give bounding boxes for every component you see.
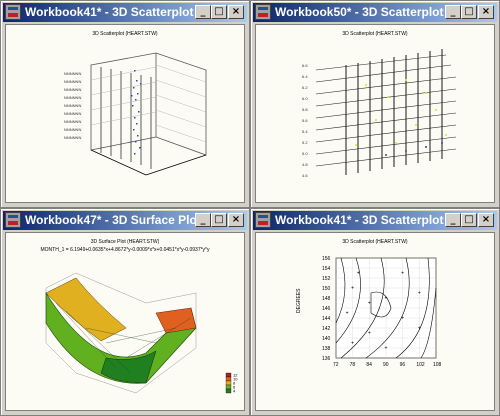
legend-label: 4 (233, 389, 236, 394)
maximize-button[interactable]: □ (461, 213, 477, 227)
svg-text:NNNNNN: NNNNNN (64, 127, 81, 132)
window-workbook41-contour[interactable]: Workbook41* - 3D Scatterplot (HEA... _ □… (250, 208, 500, 416)
window-title: Workbook41* - 3D Scatterplot (HEA... (275, 213, 445, 227)
maximize-button[interactable]: □ (461, 5, 477, 19)
chart-title: 3D Scatterplot (HEART.STW) (342, 31, 408, 37)
y-tick-label: 4.6 (302, 173, 308, 178)
app-icon[interactable] (5, 212, 21, 228)
app-icon[interactable] (255, 212, 271, 228)
window-title: Workbook41* - 3D Scatterplot (HEA... (25, 5, 195, 19)
svg-text:NNNNNN: NNNNNN (64, 135, 81, 140)
close-button[interactable]: × (478, 5, 494, 19)
y-tick-label: 154 (322, 266, 331, 272)
minimize-button[interactable]: _ (445, 213, 461, 227)
legend-label: 6 (233, 385, 236, 390)
y-tick-label: 4.8 (302, 162, 308, 167)
x-tick-label: 72 (333, 362, 339, 368)
svg-text:NNNNNN: NNNNNN (64, 79, 81, 84)
y-tick-label: 5.6 (302, 118, 308, 123)
y-tick-label: 6.0 (302, 96, 308, 101)
legend-label: 8 (233, 381, 236, 386)
contour-scatterplot: + + + + + + + + + + + + 156 154 152 150 148 146 144 142 140… (296, 256, 442, 368)
svg-text:NNNNNN: NNNNNN (64, 87, 81, 92)
x-tick-label: 102 (416, 362, 425, 368)
legend-label: 12 (233, 373, 238, 378)
y-tick-label: 150 (322, 286, 331, 292)
y-tick-label: 5.0 (302, 151, 308, 156)
data-point: + (418, 326, 421, 332)
legend-label: 10 (233, 377, 238, 382)
y-tick-label: 146 (322, 306, 331, 312)
window-title: Workbook50* - 3D Scatterplot (HEA... (275, 5, 445, 19)
close-button[interactable]: × (478, 213, 494, 227)
y-tick-label: 5.8 (302, 107, 308, 112)
title-bar[interactable]: Workbook41* - 3D Scatterplot (HEA... _ □… (253, 211, 497, 230)
close-button[interactable]: × (228, 213, 244, 227)
minimize-button[interactable]: _ (445, 5, 461, 19)
maximize-button[interactable]: □ (211, 213, 227, 227)
data-point: + (401, 316, 404, 322)
y-tick-label: 6.4 (302, 74, 308, 79)
data-point: + (368, 301, 371, 307)
y-tick-label: 5.2 (302, 140, 308, 145)
data-point: + (385, 296, 388, 302)
plot-area: 3D Surface Plot (HEART.STW) MONTH_1 = 6.… (5, 232, 245, 411)
window-workbook50-scatter[interactable]: Workbook50* - 3D Scatterplot (HEA... _ □… (250, 0, 500, 208)
window-workbook47-surface[interactable]: Workbook47* - 3D Surface Plot (HEA... _ … (0, 208, 250, 416)
svg-text:NNNNNN: NNNNNN (64, 95, 81, 100)
chart-title: 3D Surface Plot (HEART.STW) (90, 239, 160, 245)
plot-area: 3D Scatterplot (HEART.STW) (5, 24, 245, 203)
y-tick-label: 148 (322, 296, 331, 302)
scatterplot-3d: 6.6 6.4 6.2 6.0 5.8 5.6 5.4 5.2 5.0 4.8 … (302, 49, 457, 178)
data-point: + (401, 271, 404, 277)
data-point: + (346, 311, 349, 317)
regression-formula: MONTH_1 = 6.1949+0.0635*x+4.8672*y-0.000… (40, 247, 210, 253)
data-point: + (418, 291, 421, 297)
data-point: + (351, 286, 354, 292)
y-axis-label: DEGREES (296, 288, 302, 313)
window-title: Workbook47* - 3D Surface Plot (HEA... (25, 213, 195, 227)
minimize-button[interactable]: _ (195, 5, 211, 19)
y-tick-label: 142 (322, 326, 331, 332)
svg-text:NNNNNN: NNNNNN (64, 71, 81, 76)
plot-area: 3D Scatterplot (HEART.STW) (255, 24, 495, 203)
minimize-button[interactable]: _ (195, 213, 211, 227)
data-point: + (357, 271, 360, 277)
title-bar[interactable]: Workbook41* - 3D Scatterplot (HEA... _ □… (3, 3, 247, 22)
x-tick-label: 96 (400, 362, 406, 368)
app-icon[interactable] (5, 4, 21, 20)
y-tick-label: 6.2 (302, 85, 308, 90)
y-tick-label: 152 (322, 276, 331, 282)
svg-text:NNNNNN: NNNNNN (64, 111, 81, 116)
y-tick-label: 136 (322, 356, 331, 362)
x-tick-label: 84 (366, 362, 372, 368)
title-bar[interactable]: Workbook47* - 3D Surface Plot (HEA... _ … (3, 211, 247, 230)
close-button[interactable]: × (228, 5, 244, 19)
scatterplot-3d: NNNNNN NNNNNN NNNNNN NNNNNN NNNNNN NNNNNN NN… (64, 52, 207, 176)
x-tick-label: 108 (433, 362, 442, 368)
contour-lines (335, 257, 437, 359)
y-tick-label: 144 (322, 316, 331, 322)
window-workbook41-scatter[interactable]: Workbook41* - 3D Scatterplot (HEA... _ □… (0, 0, 250, 208)
chart-title: 3D Scatterplot (HEART.STW) (342, 239, 408, 245)
y-tick-label: 138 (322, 346, 331, 352)
svg-text:NNNNNN: NNNNNN (64, 119, 81, 124)
data-point: + (351, 341, 354, 347)
y-tick-label: 156 (322, 256, 331, 262)
chart-title: 3D Scatterplot (HEART.STW) (92, 31, 158, 37)
surface-plot-3d: 12 10 8 6 4 (45, 272, 238, 394)
y-tick-label: 140 (322, 336, 331, 342)
data-point: + (385, 346, 388, 352)
plot-area: 3D Scatterplot (HEART.STW) + + + + + + + + + + + + … (255, 232, 495, 411)
svg-text:NNNNNN: NNNNNN (64, 103, 81, 108)
maximize-button[interactable]: □ (211, 5, 227, 19)
surface-legend: 12 10 8 6 4 (225, 373, 238, 394)
data-point: + (368, 331, 371, 337)
y-tick-label: 6.6 (302, 63, 308, 68)
app-icon[interactable] (255, 4, 271, 20)
x-tick-label: 90 (383, 362, 389, 368)
x-tick-label: 78 (350, 362, 356, 368)
y-tick-label: 5.4 (302, 129, 308, 134)
title-bar[interactable]: Workbook50* - 3D Scatterplot (HEA... _ □… (253, 3, 497, 22)
